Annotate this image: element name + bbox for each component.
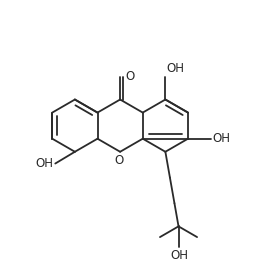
Text: O: O bbox=[125, 70, 134, 83]
Text: OH: OH bbox=[213, 132, 231, 145]
Text: OH: OH bbox=[171, 249, 188, 262]
Text: O: O bbox=[114, 154, 123, 167]
Text: OH: OH bbox=[167, 62, 185, 75]
Text: OH: OH bbox=[36, 157, 54, 170]
